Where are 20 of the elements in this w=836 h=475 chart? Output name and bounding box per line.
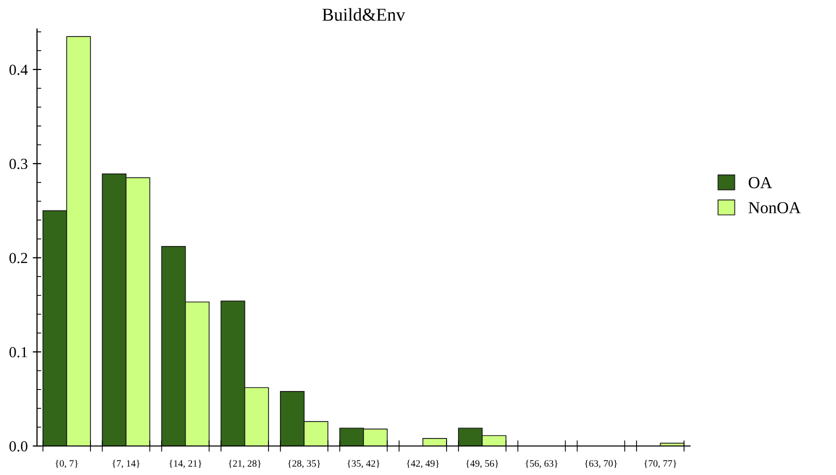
y-tick-label: 0.3 <box>9 158 28 170</box>
y-tick-label: 0.2 <box>9 252 28 264</box>
y-tick-label: 0.0 <box>9 441 28 452</box>
x-tick-label: {21, 28} <box>228 460 261 468</box>
y-tick-label: 0.4 <box>9 64 28 75</box>
x-tick-label: {35, 42} <box>348 460 380 468</box>
x-tick-label: {49, 56} <box>466 460 498 468</box>
legend-label: OA <box>748 177 772 188</box>
x-tick-label: {0, 7} <box>56 460 78 468</box>
x-tick-label: {28, 35} <box>288 460 320 468</box>
chart-title: Build&Env <box>322 8 406 21</box>
legend-label: NonOA <box>748 202 801 214</box>
x-tick-label: {7, 14} <box>112 460 140 468</box>
x-tick-label: {42, 49} <box>406 460 439 468</box>
bar <box>422 438 448 446</box>
x-tick-label: {70, 77} <box>644 460 676 468</box>
x-tick-label: {63, 70} <box>585 460 617 468</box>
x-tick-label: {56, 63} <box>526 460 558 468</box>
x-tick-label: {14, 21} <box>169 460 202 468</box>
y-tick-label: 0.1 <box>9 347 28 358</box>
